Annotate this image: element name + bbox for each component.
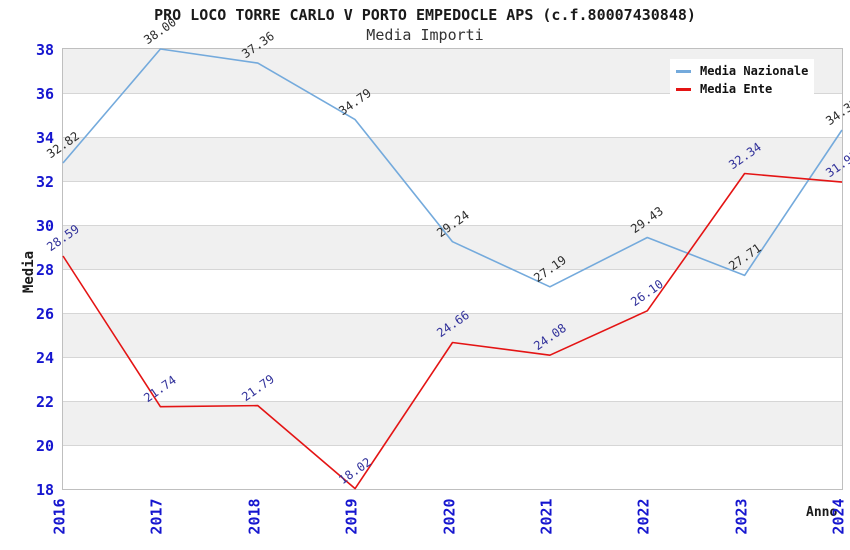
gridline [63, 225, 842, 226]
y-tick-label: 36 [35, 85, 54, 103]
y-tick-label: 34 [35, 129, 54, 147]
gridline [63, 357, 842, 358]
y-tick-label: 20 [35, 437, 54, 455]
legend: Media Nazionale Media Ente [670, 59, 814, 101]
y-axis-label: Media [21, 250, 37, 294]
background-band [63, 137, 842, 181]
legend-entry-0: Media Nazionale [676, 62, 814, 80]
gridline [63, 269, 842, 270]
gridline [63, 93, 842, 94]
x-axis-label: Anno [806, 505, 838, 520]
legend-label: Media Nazionale [700, 64, 809, 78]
x-tick-label: 2023 [732, 498, 751, 535]
gridline [63, 445, 842, 446]
y-tick-label: 18 [35, 481, 54, 499]
x-tick-label: 2020 [440, 498, 458, 535]
series-line-0 [62, 48, 843, 288]
background-band [63, 225, 842, 269]
y-tick-label: 22 [35, 393, 54, 411]
x-tick-label: 2018 [245, 498, 264, 535]
background-band [63, 401, 842, 445]
y-tick-label: 24 [35, 349, 54, 367]
gridline [63, 401, 842, 402]
x-tick-label: 2021 [537, 498, 556, 535]
legend-label: Media Ente [700, 82, 773, 96]
legend-entry-1: Media Ente [676, 80, 814, 98]
x-tick-label: 2017 [147, 498, 166, 535]
gridline [63, 313, 842, 314]
y-tick-label: 26 [35, 305, 54, 323]
gridline [63, 137, 842, 138]
x-tick-label: 2022 [634, 498, 653, 535]
chart-title: PRO LOCO TORRE CARLO V PORTO EMPEDOCLE A… [154, 6, 696, 24]
gridline [63, 181, 842, 182]
series-lines [62, 48, 843, 490]
series-line-1 [62, 172, 843, 490]
x-tick-label: 2019 [342, 498, 361, 535]
legend-swatch-icon [676, 87, 691, 91]
plot-area [62, 48, 843, 490]
legend-swatch-icon [676, 69, 691, 73]
chart-subtitle: Media Importi [366, 26, 484, 44]
x-tick-label: 2016 [50, 498, 69, 535]
y-tick-label: 30 [35, 217, 54, 235]
y-tick-label: 32 [35, 173, 54, 191]
background-band [63, 313, 842, 357]
